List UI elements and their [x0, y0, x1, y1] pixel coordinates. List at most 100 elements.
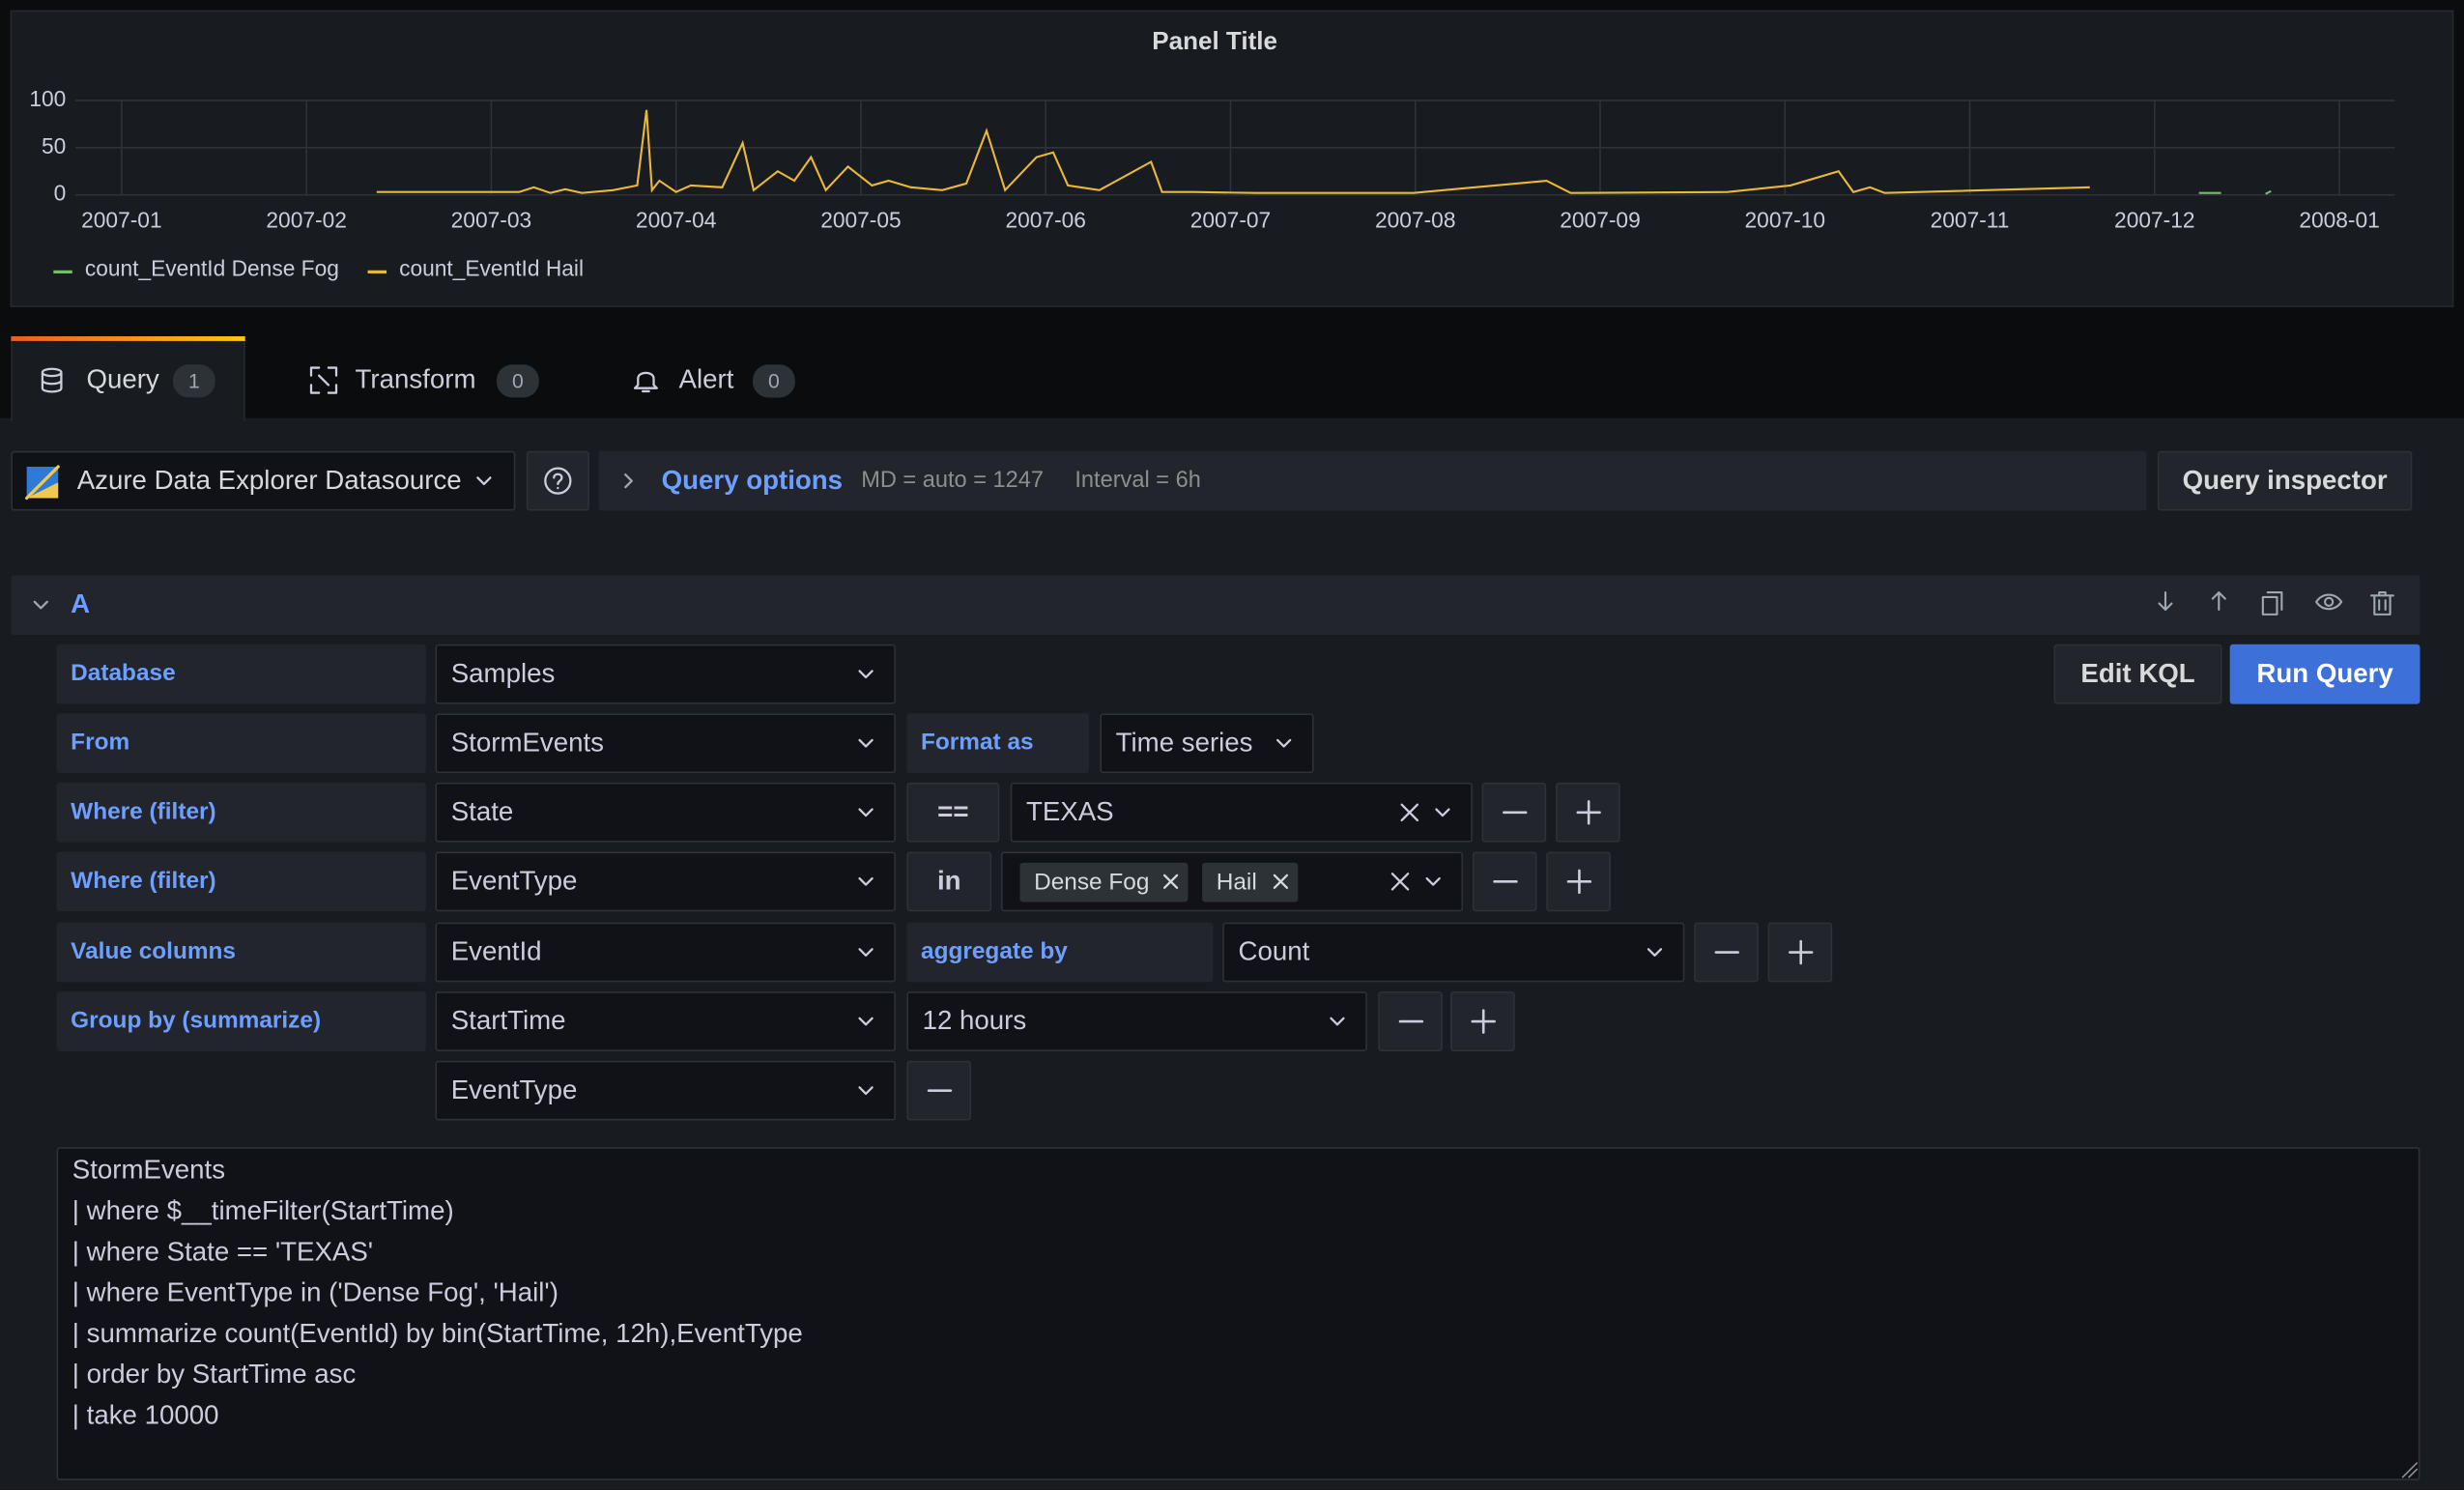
minus-icon — [1502, 811, 1527, 815]
field-label — [906, 922, 1214, 983]
tab-badge — [496, 364, 539, 398]
select[interactable] — [1010, 782, 1473, 843]
tab-count: 0 — [768, 368, 780, 392]
select[interactable] — [906, 991, 1367, 1051]
minus-icon — [1713, 951, 1739, 954]
plus-button[interactable] — [1450, 991, 1515, 1051]
chevron-down-shape — [858, 1017, 874, 1026]
field-label — [56, 991, 426, 1051]
y-tick-label: 100 — [29, 86, 66, 111]
help-button[interactable] — [526, 450, 589, 511]
field-label — [56, 713, 426, 774]
select[interactable] — [435, 644, 896, 704]
query-inspector-button[interactable] — [2157, 450, 2413, 511]
datasource-icon-stripe — [26, 482, 59, 499]
query-options-interval: Interval = 6h — [1074, 468, 1201, 494]
chevron-down-shape — [1330, 1017, 1345, 1026]
tab-badge — [752, 364, 795, 398]
query-options-md: MD = auto = 1247 — [861, 468, 1044, 494]
datasource-icon — [25, 465, 60, 501]
field-label-text: Group by (summarize) — [71, 1007, 322, 1035]
select[interactable] — [435, 1060, 896, 1121]
field-label-text: Format as — [921, 729, 1034, 757]
tab-icon-shape — [309, 366, 338, 394]
kql-line: | where State == 'TEXAS' — [72, 1236, 374, 1267]
chevron-down — [858, 948, 874, 957]
query-row-header[interactable] — [11, 575, 2421, 636]
run-query-label: Run Query — [2256, 658, 2393, 689]
select[interactable] — [435, 782, 896, 843]
x-tick-label: 2007-09 — [1560, 207, 1641, 232]
clear-icon-shape — [1390, 873, 1410, 891]
query-inspector-label: Query inspector — [2182, 465, 2388, 496]
chevron-down-shape — [858, 670, 874, 679]
x-tick-label: 2008-01 — [2299, 207, 2380, 232]
select[interactable] — [1222, 922, 1685, 983]
help-icon — [544, 467, 572, 495]
query-ref: A — [71, 588, 91, 619]
field-label-text: Value columns — [71, 937, 237, 965]
select-value: EventId — [450, 936, 542, 967]
chevron-down — [1330, 1017, 1345, 1026]
x-tick-label: 2007-10 — [1745, 207, 1825, 232]
chart-title: Panel Title — [1152, 26, 1277, 55]
query-options-label: Query options — [661, 465, 844, 496]
chevron-down — [858, 1017, 874, 1026]
select[interactable] — [435, 851, 896, 912]
select-value: 12 hours — [922, 1005, 1027, 1036]
plus-icon-shape — [1575, 800, 1601, 825]
datasource-picker[interactable] — [11, 450, 516, 511]
filter-tag — [1019, 862, 1189, 903]
x-tick-label: 2007-11 — [1931, 207, 2010, 232]
chevron-down-shape — [476, 476, 492, 486]
field-label-text: aggregate by — [921, 937, 1068, 965]
clear-icon-shape — [1400, 803, 1419, 822]
resize-handle-shape — [2401, 1462, 2419, 1478]
plus-icon-shape — [1788, 939, 1813, 965]
minus-icon — [927, 1089, 952, 1092]
tab-icon — [633, 371, 658, 393]
select-value: State — [450, 796, 514, 827]
x-tick-label: 2007-03 — [451, 207, 532, 232]
clear-icon — [1400, 803, 1419, 822]
row-action-icon — [2369, 591, 2394, 616]
x-tick-label: 2007-02 — [266, 207, 347, 232]
tab-icon — [309, 366, 338, 394]
chevron-down-shape — [858, 1086, 874, 1096]
chevron-down — [858, 808, 874, 817]
panel-bg — [10, 10, 2454, 307]
chevron-down — [1425, 876, 1441, 886]
select[interactable] — [1100, 713, 1314, 774]
clear-icon — [1390, 873, 1410, 891]
kql-line: | summarize count(EventId) by bin(StartT… — [72, 1318, 803, 1349]
operator — [906, 851, 992, 912]
field-label — [56, 851, 426, 912]
chevron-right — [624, 473, 633, 489]
select[interactable] — [435, 713, 896, 774]
chevron-down — [476, 476, 492, 486]
select[interactable] — [435, 922, 896, 983]
row-action-icon — [2261, 591, 2283, 616]
help-icon-shape — [544, 467, 572, 495]
field-label-text: Where (filter) — [71, 798, 216, 825]
query-options[interactable] — [598, 450, 2147, 511]
select-value: StormEvents — [450, 727, 604, 758]
x-tick-label: 2007-06 — [1005, 207, 1086, 232]
row-action-icon-shape — [2315, 593, 2343, 611]
select-value: Count — [1238, 936, 1310, 967]
run-query-button[interactable] — [2229, 644, 2421, 704]
chevron-down-shape — [1425, 876, 1441, 886]
legend-label: count_EventId Hail — [399, 256, 584, 281]
plus-icon-shape — [1565, 869, 1591, 895]
plus-icon — [1575, 800, 1601, 825]
chevron-down — [858, 1086, 874, 1096]
filter-tag-label: Dense Fog — [1034, 868, 1150, 896]
row-action-icon-shape — [2158, 591, 2173, 612]
chevron-down — [1435, 808, 1450, 817]
select[interactable] — [435, 991, 896, 1051]
plus-icon — [1470, 1009, 1496, 1034]
edit-kql-button[interactable] — [2053, 644, 2222, 704]
field-label-text: Database — [71, 660, 176, 687]
kql-editor[interactable] — [56, 1147, 2421, 1480]
